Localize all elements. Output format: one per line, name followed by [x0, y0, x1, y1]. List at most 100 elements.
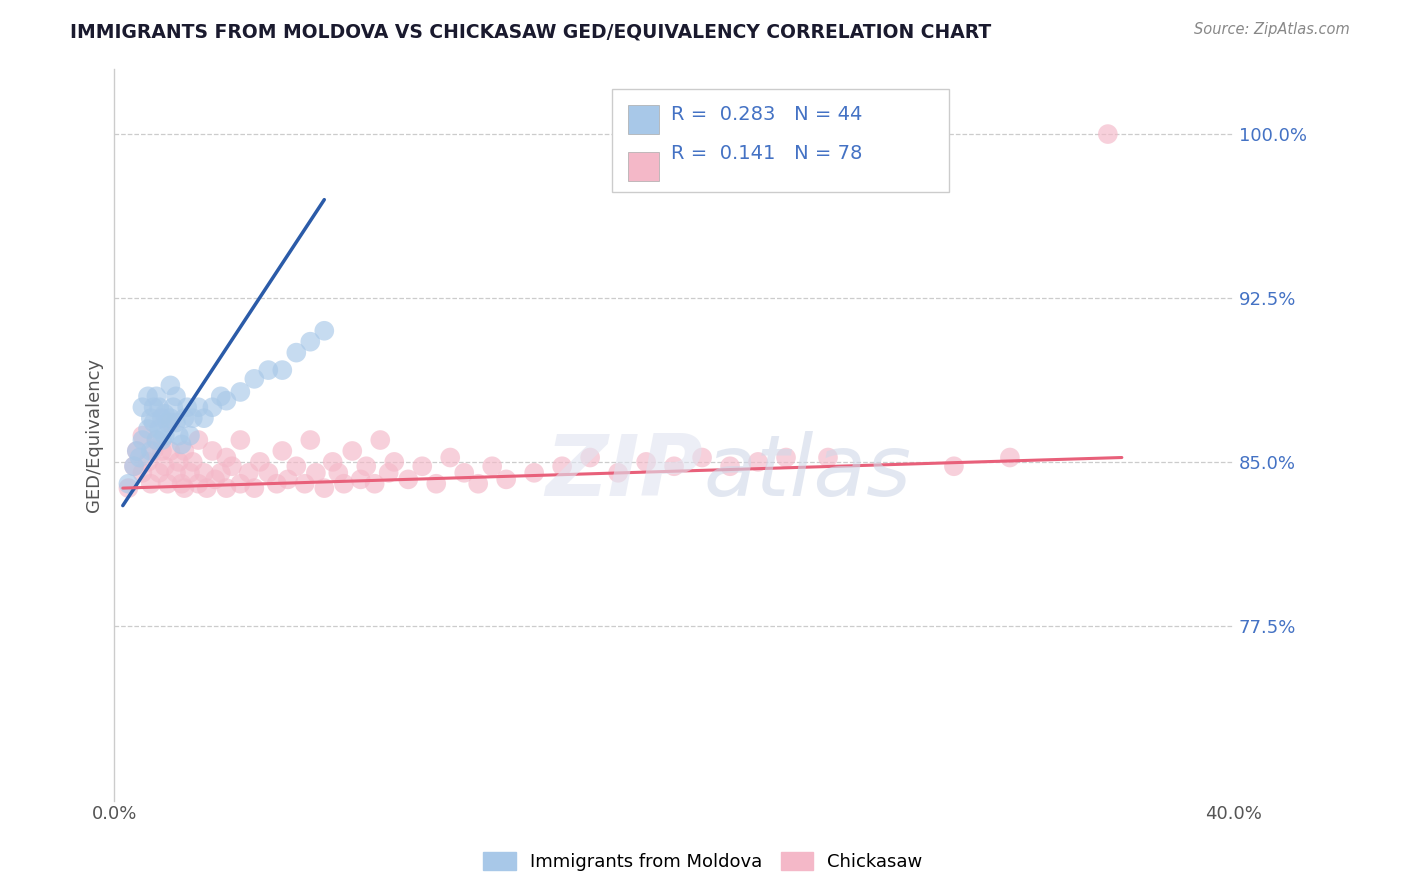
Point [243, 372, 266, 386]
Point [148, 466, 170, 480]
Point [139, 411, 162, 425]
Point [181, 455, 204, 469]
Point [299, 433, 322, 447]
Point [136, 389, 159, 403]
Point [148, 401, 170, 415]
Point [153, 407, 176, 421]
Point [747, 455, 769, 469]
Point [117, 481, 139, 495]
Point [294, 476, 316, 491]
Point [817, 450, 839, 465]
Point [238, 466, 260, 480]
Point [368, 433, 391, 447]
Point [150, 411, 173, 425]
Point [201, 401, 224, 415]
Point [229, 384, 252, 399]
Point [229, 476, 252, 491]
Point [221, 459, 243, 474]
Point [209, 466, 232, 480]
Point [181, 411, 204, 425]
Text: R =  0.141   N = 78: R = 0.141 N = 78 [671, 144, 862, 162]
Text: R =  0.283   N = 44: R = 0.283 N = 44 [671, 105, 862, 124]
Point [159, 411, 181, 425]
Point [136, 455, 159, 469]
Point [271, 444, 294, 458]
Point [204, 472, 226, 486]
Point [249, 455, 271, 469]
Point [299, 334, 322, 349]
Point [195, 481, 218, 495]
Point [193, 466, 215, 480]
Point [150, 433, 173, 447]
Point [215, 393, 238, 408]
Point [314, 481, 336, 495]
Point [173, 411, 195, 425]
Point [153, 459, 176, 474]
Point [579, 450, 602, 465]
Point [145, 433, 167, 447]
Point [165, 389, 187, 403]
Point [551, 459, 574, 474]
Point [523, 466, 546, 480]
Point [215, 481, 238, 495]
Point [159, 416, 181, 430]
Point [145, 389, 167, 403]
Point [187, 401, 209, 415]
Point [136, 422, 159, 436]
Point [1097, 127, 1119, 141]
Point [148, 422, 170, 436]
Point [425, 476, 447, 491]
Point [125, 444, 148, 458]
Point [277, 472, 299, 486]
Point [165, 416, 187, 430]
Point [271, 363, 294, 377]
Point [257, 466, 280, 480]
Y-axis label: GED/Equivalency: GED/Equivalency [86, 358, 103, 512]
Text: ZIP: ZIP [546, 431, 703, 515]
Point [187, 433, 209, 447]
Point [131, 433, 153, 447]
Point [193, 411, 215, 425]
Point [285, 459, 308, 474]
Point [439, 450, 461, 465]
Point [209, 389, 232, 403]
Text: atlas: atlas [703, 431, 911, 515]
Point [636, 455, 658, 469]
Point [607, 466, 630, 480]
Point [257, 363, 280, 377]
Point [176, 401, 198, 415]
Point [131, 401, 153, 415]
Point [125, 444, 148, 458]
Point [170, 476, 193, 491]
Point [156, 416, 179, 430]
Point [998, 450, 1021, 465]
Point [187, 476, 209, 491]
Point [150, 444, 173, 458]
Point [322, 455, 344, 469]
Point [356, 459, 378, 474]
Point [305, 466, 328, 480]
Point [122, 459, 145, 474]
Point [170, 437, 193, 451]
Point [718, 459, 741, 474]
Point [328, 466, 350, 480]
Point [142, 401, 165, 415]
Point [229, 433, 252, 447]
Point [173, 444, 195, 458]
Text: IMMIGRANTS FROM MOLDOVA VS CHICKASAW GED/EQUIVALENCY CORRELATION CHART: IMMIGRANTS FROM MOLDOVA VS CHICKASAW GED… [70, 22, 991, 41]
Point [167, 428, 190, 442]
Point [122, 459, 145, 474]
Point [156, 476, 179, 491]
Point [153, 428, 176, 442]
Point [285, 345, 308, 359]
Point [396, 472, 419, 486]
Point [314, 324, 336, 338]
Point [662, 459, 685, 474]
Point [131, 466, 153, 480]
Point [139, 476, 162, 491]
Point [142, 416, 165, 430]
Point [333, 476, 356, 491]
Point [942, 459, 965, 474]
Point [128, 450, 150, 465]
Point [145, 433, 167, 447]
